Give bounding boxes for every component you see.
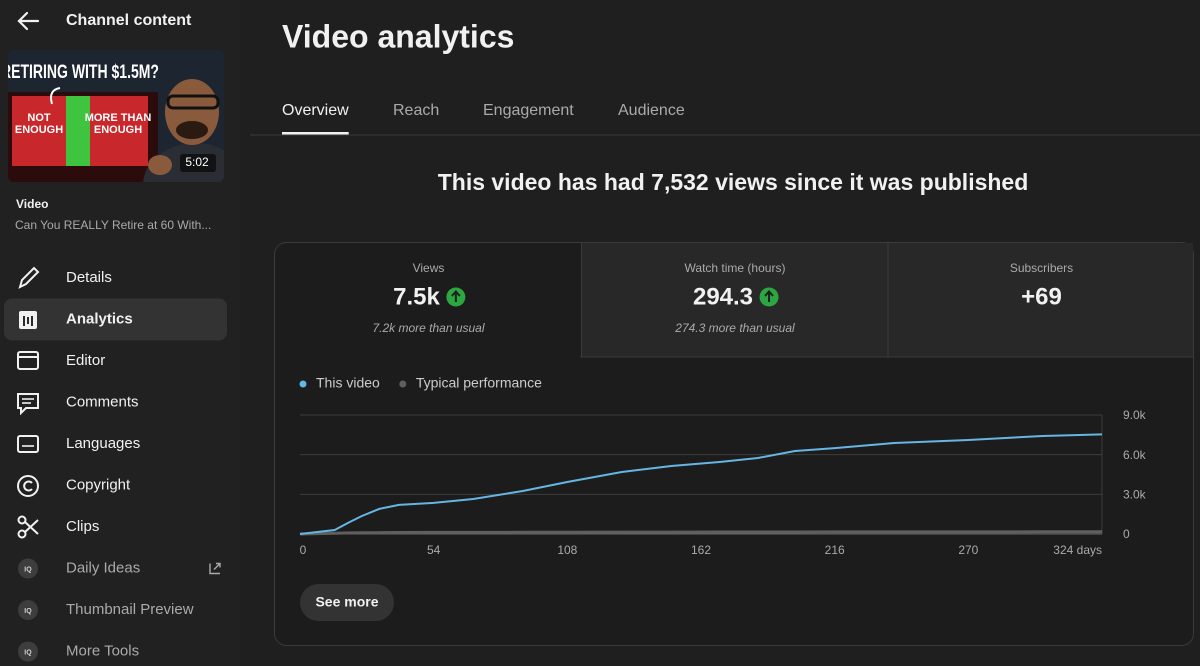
nav-label: Comments [66,393,139,410]
metric-label: Views [413,261,445,275]
sidebar-nav: Details Analytics Editor Comments Languages C… [4,266,227,662]
nav-label: More Tools [66,642,139,659]
metric-note: 274.3 more than usual [674,321,795,335]
see-more-label: See more [315,594,378,610]
icon [27,317,29,324]
nav-label: Copyright [66,476,131,493]
metric-value: 7.5k [393,283,440,310]
thumbnail-right-label: MORE THAN [85,112,152,124]
tab[interactable]: Engagement [483,102,574,119]
x-tick-label: 270 [958,543,978,557]
nav-item[interactable]: Languages [17,435,140,453]
x-tick-label: 54 [427,543,441,557]
nav-label: Details [66,269,112,286]
y-tick-label: 6.0k [1123,448,1147,462]
icon [31,316,33,326]
metric-tiles: Views 7.5k 7.2k more than usual Watch time … [372,243,1193,358]
trend-arrow [764,289,774,302]
icon [17,351,39,370]
series-line [299,433,1103,535]
x-tick-label: 108 [557,543,577,557]
video-label: Video [16,197,48,211]
metric-tile [582,243,888,357]
icon [17,529,27,539]
nav-label: Languages [66,435,140,452]
y-tick-label: 3.0k [1123,488,1147,502]
metric-value: 294.3 [693,283,753,310]
legend-label[interactable]: Typical performance [416,375,542,391]
nav-label: Thumbnail Preview [66,601,194,618]
y-tick-label: 9.0k [1123,408,1147,422]
nav-badge-text: IQ [24,566,32,573]
sidebar-title: Channel content [66,12,192,29]
nav-label: Editor [66,352,105,369]
metric-tile [888,243,1193,357]
page-title: Video analytics [282,18,514,54]
tab[interactable]: Overview [282,102,349,119]
nav-item[interactable]: Comments [17,393,139,416]
tab[interactable]: Audience [618,102,685,119]
icon [23,316,25,326]
external-link-icon [209,562,221,575]
chart: This video Typical performance 0 3.0k 6.0k 9.… [299,375,1147,557]
tabs: Overview Reach Engagement Audience [282,102,685,135]
metric-value: +69 [1021,283,1062,310]
icon [17,475,39,497]
x-tick-label: 216 [825,543,845,557]
icon [23,480,33,492]
nav-item[interactable]: Analytics [4,298,227,341]
nav-item[interactable]: Copyright [17,475,131,497]
y-tick-label: 0 [1123,527,1130,541]
icon [17,515,27,525]
x-tick-label: 162 [691,543,711,557]
metric-label: Subscribers [1010,261,1073,275]
nav-badge [18,558,38,579]
trend-arrow [451,289,461,302]
see-more-button[interactable] [300,584,394,621]
nav-label: Clips [66,518,99,535]
metric-label: Watch time (hours) [685,261,786,275]
legend-label[interactable]: This video [316,375,380,391]
tab[interactable]: Reach [393,102,439,119]
back-button[interactable] [17,11,40,31]
thumbnail-right-label: ENOUGH [94,124,142,136]
nav-item[interactable]: Clips [17,515,100,539]
thumbnail-left-label: NOT [27,112,51,124]
nav-active-bg [4,298,227,341]
legend-marker [399,380,407,388]
series-line [299,530,1102,536]
nav-badge [18,641,38,662]
nav-badge-text: IQ [24,608,32,615]
nav-item[interactable]: IQ Thumbnail Preview [18,600,194,620]
nav-label: Daily Ideas [66,559,140,576]
x-tick-label: 324 days [1053,543,1102,557]
nav-item[interactable]: IQ More Tools [18,641,139,662]
nav-item[interactable]: IQ Daily Ideas [18,558,221,579]
nav-label: Analytics [66,310,133,327]
legend-marker [299,380,307,388]
thumbnail-headline: RETIRING WITH $1.5M? [1,62,159,83]
video-title: Can You REALLY Retire at 60 With... [15,218,211,232]
video-duration: 5:02 [185,155,209,169]
x-tick-label: 0 [300,543,307,557]
summary-headline: This video has had 7,532 views since it … [438,169,1029,195]
thumbnail-left-label: ENOUGH [15,124,63,136]
nav-badge-text: IQ [24,649,32,656]
icon [18,266,40,289]
icon [24,519,39,535]
metric-note: 7.2k more than usual [372,321,484,335]
icon [17,435,39,453]
icon [17,393,39,416]
nav-badge [18,600,38,620]
nav-item[interactable]: Details [18,266,112,289]
tab-indicator [282,132,349,135]
nav-item[interactable]: Editor [17,351,105,370]
